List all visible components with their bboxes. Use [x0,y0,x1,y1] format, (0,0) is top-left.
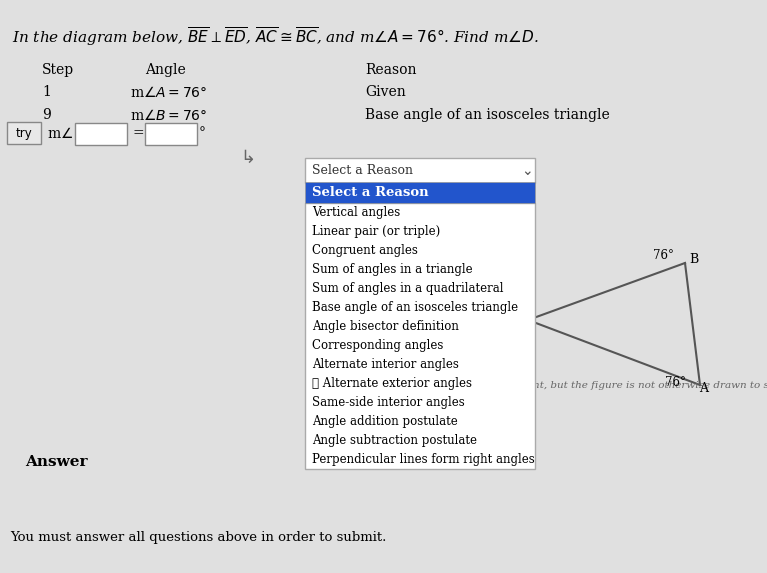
Text: try: try [15,127,32,139]
Text: Given: Given [365,85,406,99]
FancyBboxPatch shape [75,123,127,145]
Text: Base angle of an isosceles triangle: Base angle of an isosceles triangle [312,301,518,314]
Text: m$\angle$: m$\angle$ [47,125,73,140]
Text: m$\angle A = 76°$: m$\angle A = 76°$ [130,85,207,100]
Text: Angle subtraction postulate: Angle subtraction postulate [312,434,477,447]
Text: Linear pair (or triple): Linear pair (or triple) [312,225,440,238]
Text: m$\angle B = 76°$: m$\angle B = 76°$ [130,108,207,123]
Text: In the diagram below, $\overline{BE} \perp \overline{ED}$, $\overline{AC} \cong : In the diagram below, $\overline{BE} \pe… [12,25,538,48]
FancyBboxPatch shape [305,203,535,469]
Text: Answer: Answer [25,455,87,469]
Text: =: = [132,126,143,140]
Text: C: C [502,313,512,327]
Text: B: B [689,253,698,266]
Text: ⌄: ⌄ [521,164,532,178]
Text: °: ° [199,126,206,140]
FancyBboxPatch shape [305,158,535,183]
Text: Angle bisector definition: Angle bisector definition [312,320,459,333]
Text: 76°: 76° [653,249,674,262]
Text: raight, but the figure is not otherwise drawn to scale.: raight, but the figure is not otherwise … [512,381,767,390]
Text: Alternate interior angles: Alternate interior angles [312,358,459,371]
Text: Step: Step [42,63,74,77]
Text: Select a Reason: Select a Reason [312,164,413,178]
Text: Vertical angles: Vertical angles [312,206,400,219]
Text: 76°: 76° [665,376,686,389]
Text: You must answer all questions above in order to submit.: You must answer all questions above in o… [10,531,387,544]
Text: Corresponding angles: Corresponding angles [312,339,443,352]
Text: Sum of angles in a quadrilateral: Sum of angles in a quadrilateral [312,282,503,295]
FancyBboxPatch shape [145,123,197,145]
Text: Angle: Angle [145,63,186,77]
Text: ↳: ↳ [240,149,255,167]
FancyBboxPatch shape [305,182,535,203]
FancyBboxPatch shape [7,122,41,144]
Text: Perpendicular lines form right angles: Perpendicular lines form right angles [312,453,535,466]
Text: Congruent angles: Congruent angles [312,244,418,257]
Text: ✓ Alternate exterior angles: ✓ Alternate exterior angles [312,377,472,390]
Text: Sum of angles in a triangle: Sum of angles in a triangle [312,263,472,276]
Text: Select a Reason: Select a Reason [312,186,429,199]
Text: Base angle of an isosceles triangle: Base angle of an isosceles triangle [365,108,610,122]
Text: Same-side interior angles: Same-side interior angles [312,396,465,409]
Text: 9: 9 [42,108,51,122]
Text: Angle addition postulate: Angle addition postulate [312,415,458,428]
Text: A: A [700,382,709,395]
Text: Reason: Reason [365,63,416,77]
Text: 1: 1 [42,85,51,99]
